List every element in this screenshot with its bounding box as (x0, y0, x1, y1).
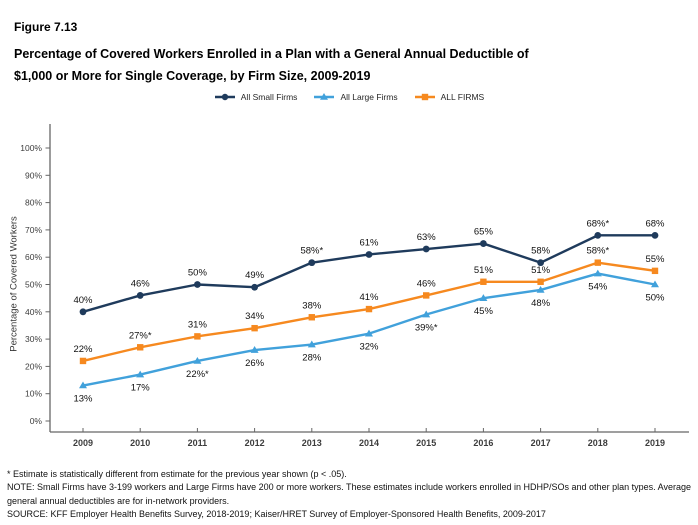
data-label: 51% (474, 265, 494, 276)
significance-note: * Estimate is statistically different fr… (7, 469, 347, 479)
y-tick-label: 40% (25, 307, 42, 317)
x-axis: 2009 2010 2011 2012 2013 2014 2015 2016 2017 2018… (50, 428, 689, 448)
series-labels-all-large-firms: 13% 17% 22%* 26% 28% 32% 39%* 45% 48% 54% 50% (73, 282, 665, 405)
series-all-large-firms (79, 269, 659, 389)
data-label: 45% (474, 306, 494, 317)
figure-number: Figure 7.13 (14, 20, 78, 34)
data-label: 46% (417, 278, 437, 289)
y-tick-label: 20% (25, 361, 42, 371)
x-tick-label: 2016 (473, 438, 493, 448)
footnotes: * Estimate is statistically different fr… (7, 468, 695, 522)
legend-label: All Large Firms (340, 92, 398, 102)
data-label: 39%* (415, 323, 438, 334)
data-label: 50% (645, 293, 665, 304)
data-label: 26% (245, 358, 265, 369)
data-label: 68%* (586, 218, 609, 229)
data-label: 38% (302, 300, 322, 311)
data-label: 34% (245, 311, 265, 322)
data-label: 63% (417, 232, 437, 243)
x-tick-label: 2015 (416, 438, 436, 448)
x-tick-label: 2017 (531, 438, 551, 448)
y-tick-label: 60% (25, 252, 42, 262)
data-label: 58%* (586, 246, 609, 257)
note-text: NOTE: Small Firms have 3-199 workers and… (7, 482, 691, 506)
y-tick-label: 90% (25, 170, 42, 180)
data-label: 49% (245, 270, 265, 281)
y-axis: 0% 10% 20% 30% 40% 50% 60% 70% 80% 90% 100% (20, 124, 51, 432)
x-tick-label: 2011 (188, 438, 208, 448)
data-label: 50% (188, 268, 208, 279)
series-labels-all-firms: 22% 27%* 31% 34% 38% 41% 46% 51% 51% 58%* 55% (73, 246, 665, 355)
series-all-firms (79, 259, 659, 365)
data-label: 55% (645, 254, 665, 265)
y-tick-label: 30% (25, 334, 42, 344)
data-label: 65% (474, 227, 494, 238)
data-label: 22% (73, 344, 93, 355)
legend-item-all-large-firms: All Large Firms (313, 92, 398, 102)
legend-marker-square-icon (414, 93, 435, 101)
data-label: 31% (188, 319, 208, 330)
data-label: 40% (73, 295, 93, 306)
series-labels-all-small-firms: 40% 46% 50% 49% 58%* 61% 63% 65% 58% 68%* 68% (73, 218, 665, 305)
data-label: 17% (131, 383, 151, 394)
data-label: 13% (73, 394, 93, 405)
legend-marker-triangle-icon (314, 93, 335, 100)
y-tick-label: 0% (30, 416, 43, 426)
x-tick-label: 2012 (245, 438, 265, 448)
y-tick-label: 10% (25, 389, 42, 399)
data-label: 22%* (186, 369, 209, 380)
legend-label: ALL FIRMS (440, 92, 485, 102)
x-tick-label: 2010 (130, 438, 150, 448)
data-label: 28% (302, 353, 322, 364)
y-tick-label: 50% (25, 280, 42, 290)
chart-legend: All Small Firms All Large Firms ALL FIRM… (0, 90, 698, 104)
data-label: 51% (531, 265, 551, 276)
x-tick-label: 2019 (645, 438, 665, 448)
source-text: SOURCE: KFF Employer Health Benefits Sur… (7, 509, 546, 520)
data-label: 54% (588, 282, 608, 293)
chart-title-line-2: $1,000 or More for Single Coverage, by F… (14, 69, 371, 83)
data-label: 41% (359, 292, 379, 303)
y-tick-label: 70% (25, 225, 42, 235)
data-label: 32% (359, 342, 379, 353)
x-tick-label: 2014 (359, 438, 379, 448)
y-tick-label: 100% (20, 143, 42, 153)
legend-item-all-firms: ALL FIRMS (414, 92, 485, 102)
data-label: 58% (531, 246, 551, 257)
y-tick-label: 80% (25, 198, 42, 208)
chart-header: Figure 7.13 Percentage of Covered Worker… (14, 20, 529, 87)
chart-title-line-1: Percentage of Covered Workers Enrolled i… (14, 47, 529, 61)
legend-marker-circle-icon (214, 93, 235, 101)
x-tick-label: 2018 (588, 438, 608, 448)
data-label: 58%* (300, 246, 323, 257)
data-label: 61% (359, 237, 379, 248)
legend-item-all-small-firms: All Small Firms (214, 92, 298, 102)
data-label: 27%* (129, 330, 152, 341)
x-tick-label: 2013 (302, 438, 322, 448)
data-label: 46% (131, 278, 151, 289)
legend-label: All Small Firms (240, 92, 298, 102)
series-all-small-firms (79, 231, 659, 316)
data-label: 68% (645, 218, 665, 229)
data-label: 48% (531, 298, 551, 309)
x-tick-label: 2009 (73, 438, 93, 448)
